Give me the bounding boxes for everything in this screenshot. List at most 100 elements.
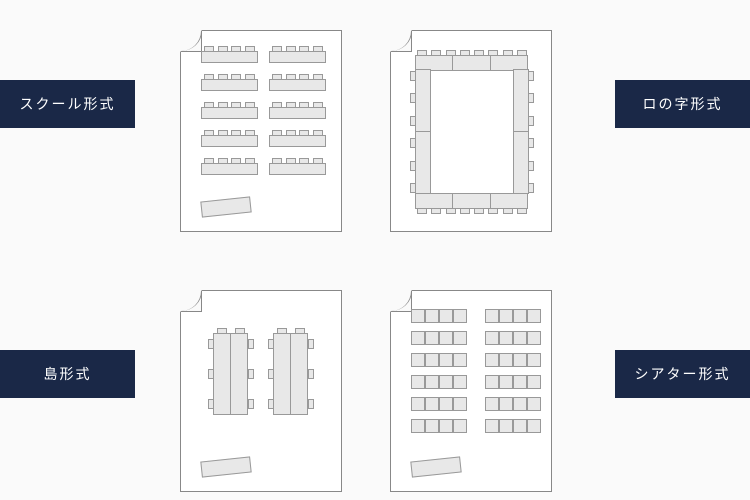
square-desk	[415, 69, 431, 132]
theater-seat	[453, 353, 467, 367]
school-chair	[313, 158, 323, 164]
theater-seat	[485, 353, 499, 367]
square-chair	[410, 116, 416, 126]
island-chair	[268, 339, 274, 349]
square-chair	[528, 161, 534, 171]
island-chair	[268, 399, 274, 409]
school-chair	[231, 158, 241, 164]
school-chair	[231, 46, 241, 52]
theater-seat	[411, 331, 425, 345]
square-chair	[410, 138, 416, 148]
island-chair	[308, 399, 314, 409]
island-chair	[208, 369, 214, 379]
school-chair	[299, 74, 309, 80]
island-island	[290, 333, 308, 415]
island-chair	[217, 328, 227, 334]
island-chair	[235, 328, 245, 334]
school-chair	[313, 102, 323, 108]
square-chair	[460, 50, 470, 56]
square-chair	[446, 208, 456, 214]
theater-seat	[499, 353, 513, 367]
school-chair	[299, 130, 309, 136]
square-chair	[417, 208, 427, 214]
school-chair	[204, 102, 214, 108]
square-chair	[503, 208, 513, 214]
square-chair	[474, 50, 484, 56]
square-chair	[410, 161, 416, 171]
theater-seat	[439, 397, 453, 411]
square-chair	[488, 208, 498, 214]
theater-seat	[499, 397, 513, 411]
school-chair	[204, 130, 214, 136]
school-chair	[286, 102, 296, 108]
school-desk	[201, 79, 258, 91]
square-chair	[517, 50, 527, 56]
school-chair	[286, 130, 296, 136]
theater-seat	[425, 397, 439, 411]
school-room	[180, 30, 342, 232]
island-chair	[308, 369, 314, 379]
school-chair	[313, 130, 323, 136]
school-desk	[269, 107, 326, 119]
island-chair	[208, 399, 214, 409]
theater-seat	[425, 309, 439, 323]
school-chair	[272, 158, 282, 164]
theater-seat	[425, 353, 439, 367]
theater-seat	[485, 419, 499, 433]
square-chair	[460, 208, 470, 214]
school-chair	[313, 74, 323, 80]
school-desk	[269, 135, 326, 147]
school-chair	[272, 102, 282, 108]
theater-seat	[453, 331, 467, 345]
square-chair	[528, 138, 534, 148]
theater-seat	[513, 397, 527, 411]
school-chair	[231, 74, 241, 80]
square-desk	[452, 55, 490, 71]
theater-seat	[439, 419, 453, 433]
school-chair	[286, 74, 296, 80]
theater-seat	[425, 419, 439, 433]
square-desk	[415, 131, 431, 194]
school-chair	[218, 102, 228, 108]
theater-seat	[527, 397, 541, 411]
square-chair	[446, 50, 456, 56]
square-desk	[513, 131, 529, 194]
square-chair	[488, 50, 498, 56]
island-chair	[208, 339, 214, 349]
square-chair	[410, 93, 416, 103]
school-chair	[204, 74, 214, 80]
theater-seat	[439, 309, 453, 323]
school-lectern	[200, 196, 251, 217]
island-label: 島形式	[0, 350, 135, 398]
island-island	[273, 333, 291, 415]
theater-seat	[513, 331, 527, 345]
school-desk	[269, 51, 326, 63]
school-label: スクール形式	[0, 80, 135, 128]
island-chair	[248, 399, 254, 409]
island-chair	[277, 328, 287, 334]
square-chair	[528, 71, 534, 81]
theater-seat	[453, 397, 467, 411]
school-chair	[245, 102, 255, 108]
theater-seat	[513, 375, 527, 389]
school-chair	[218, 130, 228, 136]
square-door-icon	[390, 30, 412, 52]
square-chair	[503, 50, 513, 56]
school-chair	[299, 46, 309, 52]
square-chair	[410, 71, 416, 81]
square-chair	[431, 208, 441, 214]
square-label: ロの字形式	[615, 80, 750, 128]
room-layout-infographic: スクール形式 ロの字形式島形式 シアター形式	[0, 0, 750, 500]
theater-lectern	[410, 456, 461, 477]
theater-label: シアター形式	[615, 350, 750, 398]
square-chair	[528, 116, 534, 126]
school-desk	[201, 51, 258, 63]
school-chair	[204, 46, 214, 52]
school-desk	[269, 163, 326, 175]
school-chair	[313, 46, 323, 52]
school-chair	[272, 130, 282, 136]
school-desk	[269, 79, 326, 91]
theater-seat	[485, 397, 499, 411]
school-chair	[218, 158, 228, 164]
square-chair	[474, 208, 484, 214]
